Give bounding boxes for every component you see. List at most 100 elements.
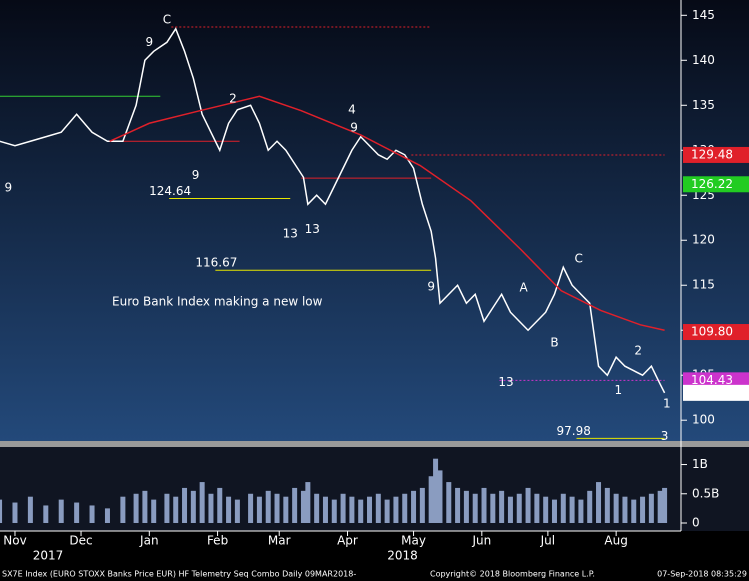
x-tick-label: Mar xyxy=(268,534,291,548)
volume-bar xyxy=(631,499,637,523)
count-label: 13 xyxy=(498,375,513,389)
price-panel xyxy=(0,0,749,441)
volume-bar xyxy=(182,487,188,523)
volume-bar xyxy=(305,482,311,523)
y-tick-label: 135 xyxy=(692,98,715,112)
volume-bar xyxy=(265,490,271,523)
footer-center: Copyright© 2018 Bloomberg Finance L.P. xyxy=(430,570,595,579)
price-tag xyxy=(683,384,749,401)
y-tick-label: 120 xyxy=(692,233,715,247)
volume-bar xyxy=(331,499,337,523)
volume-bar xyxy=(578,499,584,523)
annotation: Euro Bank Index making a new low xyxy=(112,295,323,309)
volume-bar xyxy=(551,499,557,523)
count-label: 9 xyxy=(145,35,153,49)
year-label: 2018 xyxy=(387,549,418,563)
volume-bar xyxy=(604,487,610,523)
volume-bar xyxy=(596,482,602,523)
count-label: 9 xyxy=(427,280,435,294)
level-label: 124.64 xyxy=(149,184,191,198)
volume-bar xyxy=(283,496,289,523)
x-tick-label: Feb xyxy=(207,534,228,548)
x-tick-label: Aug xyxy=(604,534,627,548)
count-label: 4 xyxy=(348,102,356,116)
count-label: 2 xyxy=(229,91,237,105)
price-line xyxy=(0,27,666,394)
price-tag-label: 103.04 xyxy=(691,385,733,399)
price-tag xyxy=(683,324,749,341)
volume-bar xyxy=(428,476,434,523)
volume-bar xyxy=(173,496,179,523)
volume-bar xyxy=(472,493,478,523)
count-label: C xyxy=(163,12,171,26)
volume-bar xyxy=(613,493,619,523)
volume-bar xyxy=(622,496,628,523)
volume-panel xyxy=(0,447,749,531)
volume-bar xyxy=(455,487,461,523)
count-label: 1 xyxy=(663,397,671,411)
volume-tick-label: 1B xyxy=(692,457,708,471)
volume-bar xyxy=(349,496,355,523)
volume-bar xyxy=(437,470,443,523)
volume-bar xyxy=(0,499,3,523)
volume-bar xyxy=(322,496,328,523)
volume-bar xyxy=(507,496,513,523)
volume-bar xyxy=(490,493,496,523)
volume-bar xyxy=(481,487,487,523)
count-label: 2 xyxy=(634,343,642,357)
volume-bar xyxy=(640,496,646,523)
level-label: 97.98 xyxy=(557,424,591,438)
volume-bar xyxy=(43,505,49,523)
volume-bar xyxy=(433,458,439,523)
x-tick-label: Dec xyxy=(69,534,92,548)
count-label: C xyxy=(575,252,583,266)
count-label: B xyxy=(550,335,558,349)
volume-bar xyxy=(393,496,399,523)
volume-tick-label: 0.5B xyxy=(692,486,719,500)
volume-bar xyxy=(560,493,566,523)
year-label: 2017 xyxy=(33,549,64,563)
volume-bar xyxy=(402,493,408,523)
volume-bar xyxy=(234,499,240,523)
divider xyxy=(0,441,749,447)
x-tick-label: Jan xyxy=(139,534,159,548)
volume-bar xyxy=(74,502,80,523)
price-tag xyxy=(683,372,749,389)
price-tag xyxy=(683,176,749,193)
volume-bar xyxy=(411,490,417,523)
volume-bar xyxy=(292,487,298,523)
volume-bar xyxy=(662,487,668,523)
volume-bar xyxy=(446,482,452,523)
volume-bar xyxy=(208,493,214,523)
price-tag-label: 109.80 xyxy=(691,325,733,339)
volume-bar xyxy=(12,502,18,523)
price-tag xyxy=(683,146,749,163)
volume-bar xyxy=(314,493,320,523)
x-tick-label: Apr xyxy=(337,534,358,548)
y-tick-label: 140 xyxy=(692,53,715,67)
volume-bar xyxy=(199,482,205,523)
volume-bar xyxy=(525,487,531,523)
volume-bar xyxy=(256,496,262,523)
volume-bar xyxy=(340,493,346,523)
volume-bar xyxy=(27,496,33,523)
volume-bar xyxy=(384,499,390,523)
volume-bar xyxy=(657,490,663,523)
y-tick-label: 145 xyxy=(692,8,715,22)
footer-left: SX7E Index (EURO STOXX Banks Price EUR) … xyxy=(2,570,356,579)
volume-bar xyxy=(89,505,95,523)
volume-bar xyxy=(151,499,157,523)
volume-bar xyxy=(648,493,654,523)
volume-bar xyxy=(534,493,540,523)
volume-bar xyxy=(248,493,254,523)
price-tag-label: 126.22 xyxy=(691,177,733,191)
volume-bar xyxy=(226,496,232,523)
volume-bar xyxy=(587,490,593,523)
volume-bar xyxy=(164,493,170,523)
y-tick-label: 100 xyxy=(692,413,715,427)
volume-bar xyxy=(58,499,64,523)
footer-right: 07-Sep-2018 08:35:29 xyxy=(657,570,747,579)
volume-bar xyxy=(569,496,575,523)
count-label: 3 xyxy=(661,429,669,443)
